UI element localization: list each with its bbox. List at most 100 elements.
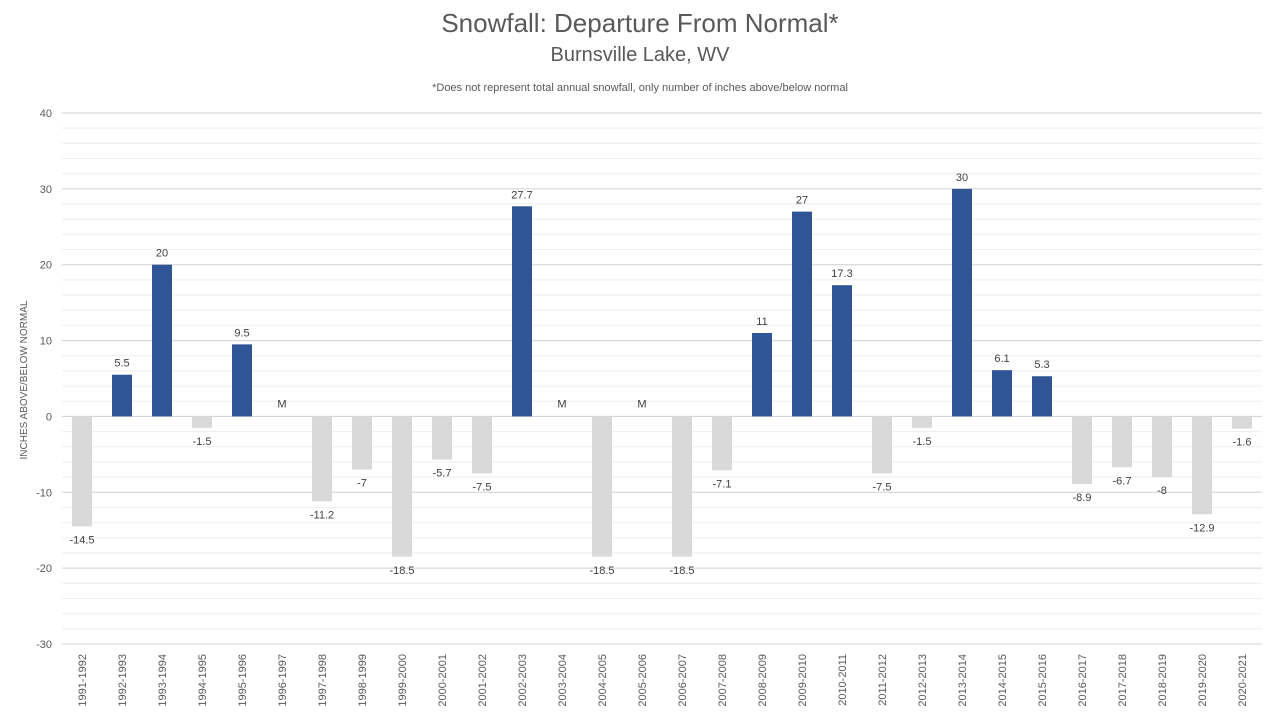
x-tick-label-2004-2005: 2004-2005 (597, 654, 609, 707)
bar-2007-2008 (712, 416, 732, 471)
bar-2017-2018 (1112, 416, 1132, 468)
x-tick-label-2011-2012: 2011-2012 (877, 654, 889, 706)
gridlines (62, 112, 1262, 645)
y-tick-label: -10 (36, 487, 52, 499)
data-labels: -14.5 5.5 20 -1.5 9.5 M -11.2 -7 -18.5 -5.7 -7.5 27… (69, 172, 1251, 577)
x-tick-label-1997-1998: 1997-1998 (317, 654, 329, 707)
data-label-2016-2017: -8.9 (1073, 492, 1092, 504)
x-tick-label-1999-2000: 1999-2000 (397, 654, 409, 707)
data-label-1994-1995: -1.5 (193, 436, 212, 448)
data-label-2003-2004: M (557, 398, 566, 410)
y-tick-label: -30 (36, 639, 52, 651)
data-label-2004-2005: -18.5 (589, 565, 614, 577)
x-tick-label-2015-2016: 2015-2016 (1037, 654, 1049, 707)
data-label-1999-2000: -18.5 (389, 565, 414, 577)
bar-2013-2014 (952, 188, 972, 417)
x-tick-label-1991-1992: 1991-1992 (77, 654, 89, 707)
data-label-2015-2016: 5.3 (1034, 359, 1049, 371)
bar-2002-2003 (512, 206, 532, 417)
bar-2011-2012 (872, 416, 892, 474)
y-tick-label: 10 (40, 336, 52, 348)
data-label-2019-2020: -12.9 (1189, 522, 1214, 534)
bar-1994-1995 (192, 416, 212, 428)
x-tick-label-2010-2011: 2010-2011 (837, 654, 849, 706)
x-tick-label-2009-2010: 2009-2010 (797, 654, 809, 707)
bar-1999-2000 (392, 416, 412, 557)
x-tick-label-2012-2013: 2012-2013 (917, 654, 929, 707)
y-tick-label: 30 (40, 184, 52, 196)
data-label-1993-1994: 20 (156, 248, 168, 260)
bar-2010-2011 (832, 285, 852, 417)
chart-subtitle: Burnsville Lake, WV (550, 44, 730, 66)
y-tick-label: 20 (40, 260, 52, 272)
x-tick-label-2018-2019: 2018-2019 (1157, 654, 1169, 707)
bar-1993-1994 (152, 264, 172, 417)
x-tick-label-2007-2008: 2007-2008 (717, 654, 729, 707)
y-tick-label: -20 (36, 563, 52, 575)
x-tick-label-2003-2004: 2003-2004 (557, 654, 569, 707)
y-tick-label: 40 (40, 108, 52, 120)
bar-2012-2013 (912, 416, 932, 428)
data-label-2001-2002: -7.5 (473, 481, 492, 493)
data-label-1996-1997: M (277, 398, 286, 410)
x-tick-label-2002-2003: 2002-2003 (517, 654, 529, 707)
x-tick-label-2008-2009: 2008-2009 (757, 654, 769, 707)
x-tick-label-2005-2006: 2005-2006 (637, 654, 649, 707)
x-tick-labels: 1991-1992 1992-1993 1993-1994 1994-1995 1995… (77, 654, 1249, 707)
bar-1992-1993 (112, 374, 132, 417)
data-label-2006-2007: -18.5 (669, 565, 694, 577)
bar-2020-2021 (1232, 416, 1252, 429)
y-tick-label: 0 (46, 411, 52, 423)
bar-2004-2005 (592, 416, 612, 557)
x-tick-label-2016-2017: 2016-2017 (1077, 654, 1089, 707)
bar-2006-2007 (672, 416, 692, 557)
data-label-2012-2013: -1.5 (913, 436, 932, 448)
data-label-1998-1999: -7 (357, 478, 367, 490)
bar-2016-2017 (1072, 416, 1092, 484)
data-label-2010-2011: 17.3 (831, 268, 852, 280)
x-tick-label-2001-2002: 2001-2002 (477, 654, 489, 707)
x-tick-label-1994-1995: 1994-1995 (197, 654, 209, 707)
x-tick-label-2019-2020: 2019-2020 (1197, 654, 1209, 707)
data-label-2011-2012: -7.5 (873, 481, 892, 493)
x-tick-label-1993-1994: 1993-1994 (157, 654, 169, 707)
x-tick-label-2020-2021: 2020-2021 (1237, 654, 1249, 707)
bar-1998-1999 (352, 416, 372, 470)
x-tick-label-1998-1999: 1998-1999 (357, 654, 369, 707)
y-axis-title: INCHES ABOVE/BELOW NORMAL (19, 300, 30, 459)
data-label-1997-1998: -11.2 (310, 509, 334, 521)
bar-2000-2001 (432, 416, 452, 460)
bar-1997-1998 (312, 416, 332, 502)
x-tick-label-2006-2007: 2006-2007 (677, 654, 689, 707)
data-label-2000-2001: -5.7 (433, 468, 452, 480)
x-tick-label-2014-2015: 2014-2015 (997, 654, 1009, 707)
data-label-1991-1992: -14.5 (69, 534, 94, 546)
bar-2014-2015 (992, 370, 1012, 417)
bar-2009-2010 (792, 211, 812, 417)
x-tick-label-2013-2014: 2013-2014 (957, 654, 969, 707)
x-tick-label-2000-2001: 2000-2001 (437, 654, 449, 707)
bar-2001-2002 (472, 416, 492, 474)
bars (72, 188, 1252, 557)
data-label-1992-1993: 5.5 (114, 358, 129, 370)
bar-2019-2020 (1192, 416, 1212, 515)
data-label-1995-1996: 9.5 (234, 327, 249, 339)
data-label-2020-2021: -1.6 (1233, 437, 1252, 449)
y-tick-labels: -30 -20 -10 0 10 20 30 40 (36, 108, 52, 651)
data-label-2014-2015: 6.1 (994, 353, 1009, 365)
x-tick-label-2017-2018: 2017-2018 (1117, 654, 1129, 707)
chart-note: *Does not represent total annual snowfal… (432, 82, 848, 94)
bar-2018-2019 (1152, 416, 1172, 478)
bar-2015-2016 (1032, 376, 1052, 417)
x-tick-label-1992-1993: 1992-1993 (117, 654, 129, 707)
data-label-2002-2003: 27.7 (511, 189, 532, 201)
x-tick-label-1996-1997: 1996-1997 (277, 654, 289, 707)
chart-title: Snowfall: Departure From Normal* (441, 8, 839, 38)
data-label-2009-2010: 27 (796, 195, 808, 207)
data-label-2005-2006: M (637, 398, 646, 410)
data-label-2008-2009: 11 (756, 316, 767, 328)
data-label-2018-2019: -8 (1157, 485, 1167, 497)
bar-1991-1992 (72, 416, 92, 527)
